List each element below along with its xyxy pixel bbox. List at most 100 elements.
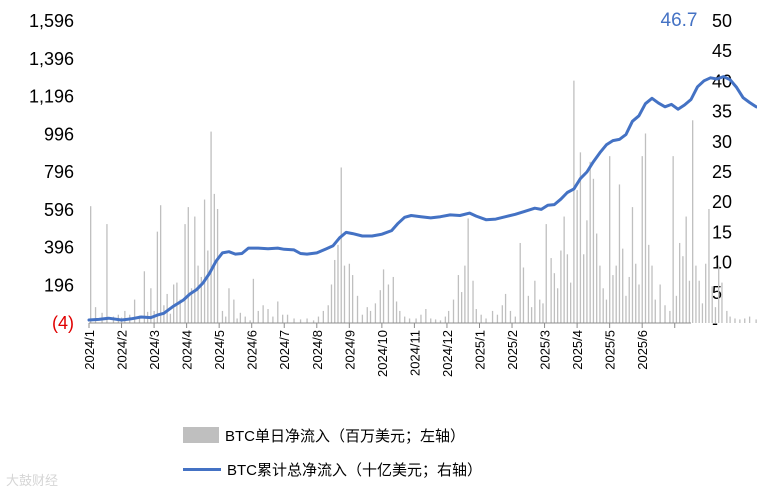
daily-inflow-bar bbox=[159, 205, 162, 323]
daily-inflow-bar bbox=[573, 80, 575, 324]
x-tick-label: 2024/11 bbox=[407, 330, 422, 376]
daily-inflow-bar bbox=[277, 301, 279, 323]
daily-inflow-bar bbox=[695, 265, 697, 323]
x-tick-label: 2025/5 bbox=[603, 330, 618, 370]
daily-inflow-bar bbox=[293, 318, 295, 323]
x-tick-label: 2024/6 bbox=[245, 330, 260, 370]
daily-inflow-bar bbox=[685, 216, 687, 323]
x-tick-label: 2024/12 bbox=[440, 330, 455, 377]
daily-inflow-bar bbox=[589, 161, 591, 323]
daily-inflow-bar bbox=[173, 284, 175, 323]
daily-inflow-bar bbox=[395, 301, 398, 323]
left-tick-label: 1,596 bbox=[29, 11, 74, 31]
daily-inflow-bar bbox=[550, 258, 552, 323]
daily-inflow-bar bbox=[530, 307, 533, 323]
daily-inflow-bar bbox=[425, 309, 427, 323]
daily-inflow-bar bbox=[659, 284, 661, 323]
x-tick-label: 2025/1 bbox=[472, 330, 487, 370]
daily-inflow-bar bbox=[460, 292, 463, 323]
daily-inflow-bar bbox=[688, 280, 691, 323]
daily-inflow-bar bbox=[705, 263, 707, 323]
x-tick-label: 2024/9 bbox=[342, 330, 357, 370]
daily-inflow-bar bbox=[682, 256, 684, 323]
daily-inflow-bar bbox=[602, 288, 604, 323]
daily-inflow-bar bbox=[542, 303, 544, 323]
daily-inflow-bar bbox=[648, 244, 650, 323]
daily-inflow-bar bbox=[156, 231, 159, 323]
daily-inflow-bar bbox=[467, 218, 469, 323]
daily-inflow-bar bbox=[534, 280, 536, 323]
daily-inflow-bar bbox=[90, 206, 92, 323]
daily-inflow-bar bbox=[334, 259, 336, 323]
daily-inflow-bar bbox=[519, 242, 521, 323]
left-tick-label: 1,196 bbox=[29, 87, 74, 107]
x-tick-label: 2024/8 bbox=[310, 330, 325, 370]
watermark-logo: 大鼓财经 bbox=[6, 474, 59, 489]
end-value-label: 46.7 bbox=[661, 10, 698, 31]
left-tick-label: 596 bbox=[44, 200, 74, 220]
daily-inflow-bar bbox=[200, 276, 202, 323]
x-axis-ticks: 2024/1 2024/2 2024/3 2024/4 2024/5 2024/6 2024… bbox=[82, 323, 676, 377]
daily-inflow-bar bbox=[133, 299, 136, 323]
daily-inflow-bar bbox=[337, 244, 339, 323]
daily-inflow-bar bbox=[351, 275, 354, 323]
daily-inflow-bar bbox=[566, 254, 569, 323]
daily-inflow-bar bbox=[635, 263, 637, 323]
daily-inflow-bar bbox=[480, 314, 482, 323]
daily-inflow-bar bbox=[399, 310, 401, 323]
daily-inflow-bar bbox=[444, 316, 447, 323]
daily-inflow-bar bbox=[179, 299, 181, 323]
daily-inflow-bar bbox=[330, 284, 333, 323]
daily-inflow-bar bbox=[420, 314, 422, 323]
daily-inflow-bar bbox=[664, 305, 666, 323]
daily-inflow-bar bbox=[187, 207, 189, 323]
daily-inflow-bar bbox=[599, 265, 601, 323]
daily-inflow-bar bbox=[605, 299, 608, 323]
daily-inflow-bar bbox=[447, 310, 450, 323]
x-tick-label: 2024/2 bbox=[115, 330, 130, 370]
right-tick-label: 5 bbox=[712, 283, 722, 303]
x-tick-label: 2024/1 bbox=[82, 330, 97, 370]
daily-inflow-bar bbox=[267, 309, 269, 323]
daily-inflow-bar bbox=[625, 295, 627, 323]
left-tick-label: 396 bbox=[44, 238, 74, 258]
daily-inflow-bar bbox=[169, 313, 172, 323]
daily-inflow-bar bbox=[306, 318, 308, 323]
daily-inflow-bar bbox=[216, 208, 219, 323]
daily-inflow-bar bbox=[194, 216, 196, 323]
left-tick-label: 996 bbox=[44, 124, 74, 144]
right-tick-label: 20 bbox=[712, 192, 732, 212]
daily-inflow-bar bbox=[714, 307, 717, 323]
daily-inflow-bar bbox=[701, 303, 704, 323]
right-tick-label: 25 bbox=[712, 162, 732, 182]
daily-inflow-bar bbox=[233, 299, 235, 323]
x-tick-label: 2024/4 bbox=[180, 330, 195, 370]
daily-inflow-bar bbox=[698, 280, 700, 323]
daily-inflow-bar bbox=[669, 310, 671, 323]
daily-inflow-bar bbox=[748, 316, 751, 323]
daily-inflow-bar bbox=[612, 275, 614, 323]
daily-inflow-bar bbox=[138, 315, 141, 323]
daily-inflow-bar bbox=[408, 318, 411, 323]
daily-inflow-bar bbox=[744, 318, 746, 323]
daily-inflow-bar bbox=[496, 314, 499, 323]
daily-inflow-bar bbox=[641, 156, 643, 323]
daily-inflow-bar bbox=[317, 316, 320, 323]
daily-inflow-bar bbox=[711, 286, 713, 323]
x-tick-label: 2024/3 bbox=[147, 330, 162, 370]
daily-inflow-bar bbox=[631, 207, 634, 323]
daily-inflow-bar bbox=[207, 250, 209, 323]
daily-inflow-bar bbox=[221, 310, 224, 323]
daily-inflow-bar bbox=[514, 316, 516, 323]
daily-inflow-bar bbox=[570, 282, 572, 323]
daily-inflow-bar bbox=[563, 216, 565, 323]
daily-inflow-bar bbox=[404, 316, 406, 323]
daily-inflow-bar bbox=[692, 120, 694, 323]
daily-inflow-bar bbox=[415, 318, 417, 323]
daily-inflow-bar bbox=[729, 316, 731, 323]
left-tick-label: 796 bbox=[44, 162, 74, 182]
daily-inflow-bar bbox=[340, 167, 342, 323]
daily-inflow-bar bbox=[343, 265, 346, 323]
daily-inflow-bar bbox=[312, 320, 315, 323]
daily-inflow-bar bbox=[387, 284, 390, 323]
